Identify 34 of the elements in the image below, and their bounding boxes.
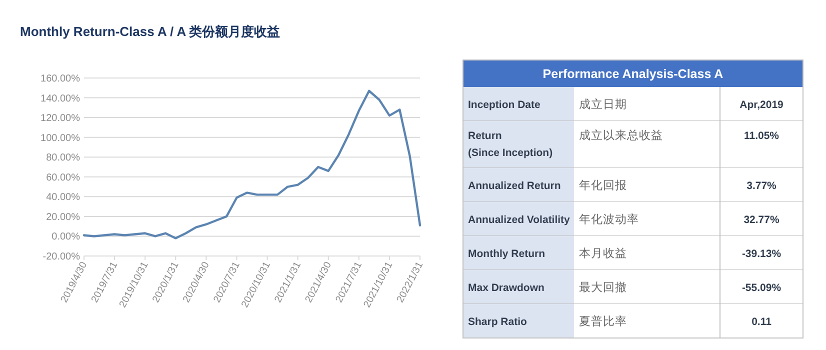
text: Performance Analysis-Class A bbox=[542, 67, 724, 81]
y-tick-label: 100.00% bbox=[40, 132, 80, 144]
y-tick-label: 80.00% bbox=[46, 152, 80, 164]
text: 32.77% bbox=[744, 214, 780, 226]
text: -55.09% bbox=[742, 282, 782, 294]
text: -39.13% bbox=[742, 248, 782, 260]
text: 3.77% bbox=[746, 180, 778, 192]
text: 成立日期 bbox=[579, 97, 627, 111]
y-tick-label: 20.00% bbox=[46, 212, 80, 223]
text: Max Drawdown bbox=[468, 282, 544, 294]
text: 最大回撤 bbox=[579, 281, 627, 294]
text: Sharp Ratio bbox=[468, 316, 527, 328]
text: Annualized Return bbox=[468, 180, 561, 192]
text: Monthly Return bbox=[468, 248, 545, 260]
line-series bbox=[82, 90, 422, 240]
chart-title: Monthly Return-Class A / A 类份额月度收益 bbox=[20, 24, 280, 39]
text: 0.11 bbox=[752, 316, 772, 328]
text: Inception Date bbox=[468, 99, 540, 111]
text: 成立以来总收益 bbox=[579, 128, 663, 142]
y-tick-label: 60.00% bbox=[46, 172, 80, 184]
text: 年化回报 bbox=[579, 179, 627, 192]
text: 本月收益 bbox=[579, 247, 627, 260]
y-tick-label: 140.00% bbox=[40, 93, 80, 104]
text: Annualized Volatility bbox=[468, 214, 570, 226]
y-tick-label: 160.00% bbox=[40, 74, 80, 84]
text: Return (Since Inception) bbox=[468, 130, 553, 159]
text: 夏普比率 bbox=[579, 314, 627, 328]
y-tick-label: 0.00% bbox=[52, 232, 80, 243]
y-tick-label: -20.00% bbox=[42, 252, 80, 262]
y-tick-label: 40.00% bbox=[46, 192, 80, 204]
text: 年化波动率 bbox=[579, 212, 639, 226]
y-tick-label: 120.00% bbox=[40, 113, 80, 124]
text: 11.05% bbox=[744, 130, 780, 142]
text: Apr,2019 bbox=[740, 99, 784, 111]
